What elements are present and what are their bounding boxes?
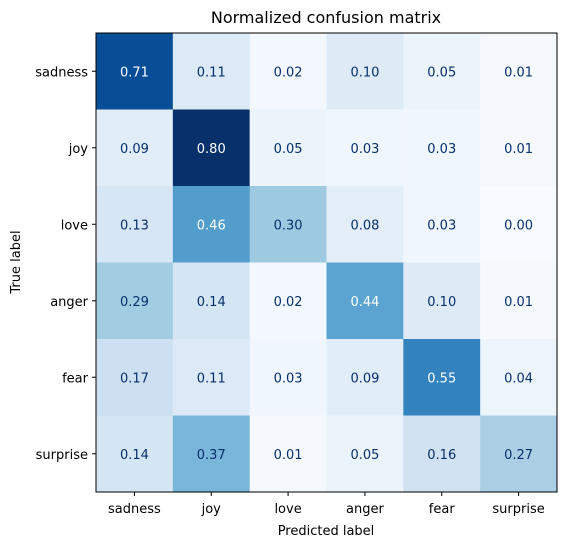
matrix-cell-love-love <box>249 186 328 264</box>
matrix-cell-surprise-anger <box>326 415 404 493</box>
cell-value-label: 0.14 <box>120 448 149 463</box>
matrix-cell-anger-fear <box>403 262 481 340</box>
cell-value-label: 0.30 <box>274 218 303 233</box>
matrix-cell-love-surprise <box>480 186 558 264</box>
cell-value-label: 0.10 <box>350 65 379 80</box>
matrix-cell-love-fear <box>403 186 481 264</box>
matrix-cell-fear-sadness <box>96 339 174 417</box>
cell-value-label: 0.00 <box>504 218 533 233</box>
x-tick-label: joy <box>201 502 222 517</box>
matrix-cell-surprise-surprise <box>480 415 558 493</box>
cell-value-label: 0.09 <box>350 371 379 386</box>
cell-value-label: 0.05 <box>427 65 456 80</box>
matrix-cell-love-joy <box>172 186 251 264</box>
x-tick-label: fear <box>429 502 456 517</box>
cell-value-label: 0.37 <box>197 448 226 463</box>
cell-value-label: 0.05 <box>274 142 303 157</box>
matrix-cell-fear-love <box>249 339 328 417</box>
x-tick-label: anger <box>346 502 384 517</box>
cell-value-label: 0.46 <box>197 218 226 233</box>
cell-value-label: 0.14 <box>197 295 226 310</box>
cell-value-label: 0.11 <box>197 65 226 80</box>
cell-value-label: 0.03 <box>427 218 456 233</box>
cell-value-label: 0.09 <box>120 142 149 157</box>
cell-value-label: 0.02 <box>274 65 303 80</box>
x-axis-label: Predicted label <box>278 524 375 539</box>
cell-value-label: 0.17 <box>120 371 149 386</box>
cell-value-label: 0.02 <box>274 295 303 310</box>
cell-value-label: 0.01 <box>504 142 533 157</box>
matrix-cell-surprise-joy <box>172 415 251 493</box>
y-tick-label: sadness <box>35 65 88 80</box>
matrix-cell-anger-anger <box>326 262 404 340</box>
cell-value-label: 0.10 <box>427 295 456 310</box>
cell-value-label: 0.05 <box>350 448 379 463</box>
matrix-cell-anger-love <box>249 262 328 340</box>
cell-value-label: 0.08 <box>350 218 379 233</box>
x-tick-label: surprise <box>492 502 544 517</box>
cell-value-label: 0.27 <box>504 448 533 463</box>
cell-value-label: 0.01 <box>504 295 533 310</box>
matrix-cell-fear-surprise <box>480 339 558 417</box>
cell-value-label: 0.11 <box>197 371 226 386</box>
y-tick-label: surprise <box>36 448 88 463</box>
matrix-cell-labels: 0.71 0.11 0.02 0.10 0.05 0.01 0.09 0.80 0.05 0.03… <box>120 65 533 463</box>
matrix-cell-anger-surprise <box>480 262 558 340</box>
x-tick-label: sadness <box>108 502 161 517</box>
matrix-cell-fear-fear <box>403 339 481 417</box>
cell-value-label: 0.13 <box>120 218 149 233</box>
matrix-cell-love-sadness <box>96 186 174 264</box>
y-axis-ticks: sadness joy love anger fear surprise <box>35 65 96 463</box>
y-tick-label: joy <box>68 142 89 157</box>
matrix-cell-joy-surprise <box>480 109 558 187</box>
cell-value-label: 0.03 <box>350 142 379 157</box>
cell-value-label: 0.80 <box>197 142 226 157</box>
matrix-cell-fear-joy <box>172 339 251 417</box>
chart-title: Normalized confusion matrix <box>211 8 441 27</box>
matrix-cell-anger-joy <box>172 262 251 340</box>
matrix-cell-joy-joy <box>172 109 251 187</box>
x-tick-label: love <box>274 502 301 517</box>
matrix-cell-sadness-anger <box>326 33 404 111</box>
matrix-cell-sadness-sadness <box>96 33 174 111</box>
cell-value-label: 0.01 <box>504 65 533 80</box>
matrix-cells <box>96 33 558 493</box>
matrix-cell-joy-love <box>249 109 328 187</box>
matrix-cell-sadness-joy <box>172 33 251 111</box>
cell-value-label: 0.29 <box>120 295 149 310</box>
matrix-cell-fear-anger <box>326 339 404 417</box>
matrix-cell-sadness-surprise <box>480 33 558 111</box>
cell-value-label: 0.03 <box>427 142 456 157</box>
cell-value-label: 0.71 <box>120 65 149 80</box>
y-tick-label: love <box>61 218 88 233</box>
cell-value-label: 0.16 <box>427 448 456 463</box>
matrix-cell-sadness-love <box>249 33 328 111</box>
cell-value-label: 0.04 <box>504 371 533 386</box>
y-axis-label: True label <box>9 230 24 294</box>
cell-value-label: 0.03 <box>274 371 303 386</box>
matrix-cell-surprise-love <box>249 415 328 493</box>
cell-value-label: 0.55 <box>427 371 456 386</box>
matrix-cell-joy-sadness <box>96 109 174 187</box>
matrix-cell-love-anger <box>326 186 404 264</box>
matrix-cell-surprise-sadness <box>96 415 174 493</box>
cell-value-label: 0.44 <box>350 295 379 310</box>
y-tick-label: anger <box>50 295 88 310</box>
y-tick-label: fear <box>62 371 89 386</box>
cell-value-label: 0.01 <box>274 448 303 463</box>
x-axis-ticks: sadness joy love anger fear surprise <box>108 492 545 517</box>
matrix-cell-surprise-fear <box>403 415 481 493</box>
plot-frame <box>95 32 558 493</box>
matrix-cell-joy-fear <box>403 109 481 187</box>
matrix-cell-joy-anger <box>326 109 404 187</box>
matrix-cell-sadness-fear <box>403 33 481 111</box>
matrix-cell-anger-sadness <box>96 262 174 340</box>
